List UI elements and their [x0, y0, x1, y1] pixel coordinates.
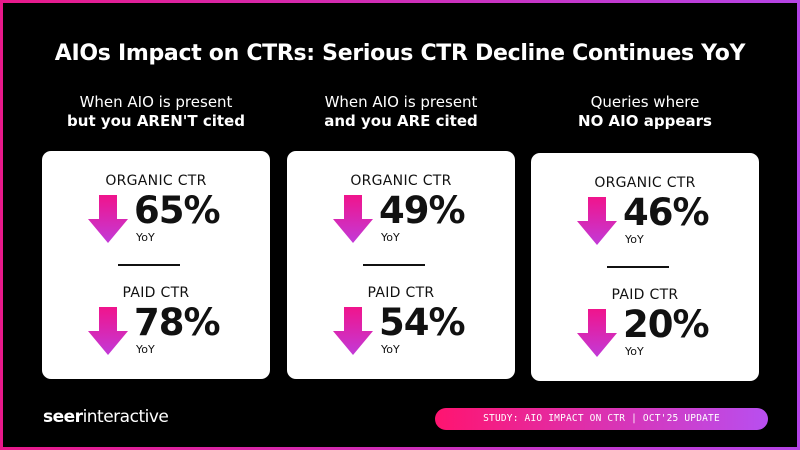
column-2: When AIO is present and you ARE cited ORG…: [287, 93, 515, 379]
arrow-down-icon: [577, 197, 617, 245]
arrow-down-icon: [333, 307, 373, 355]
arrow-down-icon: [88, 307, 128, 355]
paid-ctr-value: 54%: [379, 301, 466, 344]
organic-ctr-label: ORGANIC CTR: [350, 173, 452, 189]
heading-line1: Queries where: [590, 93, 700, 111]
divider: [118, 264, 180, 266]
column-1: When AIO is present but you AREN'T cited …: [42, 93, 270, 379]
paid-ctr-value: 78%: [134, 301, 221, 344]
paid-ctr-metric: PAID CTR 78% YoY: [42, 285, 270, 357]
stat-card: ORGANIC CTR 65% YoY PAID CTR 78% YoY: [42, 151, 270, 379]
yoy-label: YoY: [136, 343, 155, 356]
organic-ctr-metric: ORGANIC CTR 49% YoY: [287, 173, 515, 245]
stat-card: ORGANIC CTR 46% YoY PAID CTR 20% YoY: [531, 153, 759, 381]
yoy-label: YoY: [625, 233, 644, 246]
logo-rest: interactive: [82, 407, 169, 427]
seer-interactive-logo: seerinteractive: [43, 407, 169, 427]
paid-ctr-metric: PAID CTR 54% YoY: [287, 285, 515, 357]
paid-ctr-label: PAID CTR: [611, 287, 679, 303]
column-3: Queries where NO AIO appears ORGANIC CTR …: [531, 93, 759, 381]
paid-ctr-label: PAID CTR: [122, 285, 190, 301]
yoy-label: YoY: [136, 231, 155, 244]
organic-ctr-label: ORGANIC CTR: [105, 173, 207, 189]
divider: [363, 264, 425, 266]
study-badge: STUDY: AIO IMPACT ON CTR | OCT'25 UPDATE: [435, 408, 768, 430]
paid-ctr-label: PAID CTR: [367, 285, 435, 301]
organic-ctr-value: 49%: [379, 189, 466, 232]
organic-ctr-metric: ORGANIC CTR 46% YoY: [531, 175, 759, 247]
column-heading: Queries where NO AIO appears: [531, 93, 759, 131]
yoy-label: YoY: [625, 345, 644, 358]
arrow-down-icon: [577, 309, 617, 357]
divider: [607, 266, 669, 268]
heading-line2: and you ARE cited: [324, 112, 478, 130]
paid-ctr-metric: PAID CTR 20% YoY: [531, 287, 759, 359]
column-heading: When AIO is present and you ARE cited: [287, 93, 515, 131]
organic-ctr-value: 65%: [134, 189, 221, 232]
heading-line2: NO AIO appears: [578, 112, 712, 130]
slide: AIOs Impact on CTRs: Serious CTR Decline…: [3, 3, 797, 447]
arrow-down-icon: [333, 195, 373, 243]
organic-ctr-value: 46%: [623, 191, 710, 234]
arrow-down-icon: [88, 195, 128, 243]
organic-ctr-metric: ORGANIC CTR 65% YoY: [42, 173, 270, 245]
heading-line1: When AIO is present: [79, 93, 233, 111]
logo-bold: seer: [43, 407, 83, 427]
heading-line2: but you AREN'T cited: [67, 112, 245, 130]
stat-card: ORGANIC CTR 49% YoY PAID CTR 54% YoY: [287, 151, 515, 379]
slide-title: AIOs Impact on CTRs: Serious CTR Decline…: [54, 41, 746, 66]
yoy-label: YoY: [381, 231, 400, 244]
heading-line1: When AIO is present: [324, 93, 478, 111]
column-heading: When AIO is present but you AREN'T cited: [42, 93, 270, 131]
yoy-label: YoY: [381, 343, 400, 356]
organic-ctr-label: ORGANIC CTR: [594, 175, 696, 191]
paid-ctr-value: 20%: [623, 303, 710, 346]
